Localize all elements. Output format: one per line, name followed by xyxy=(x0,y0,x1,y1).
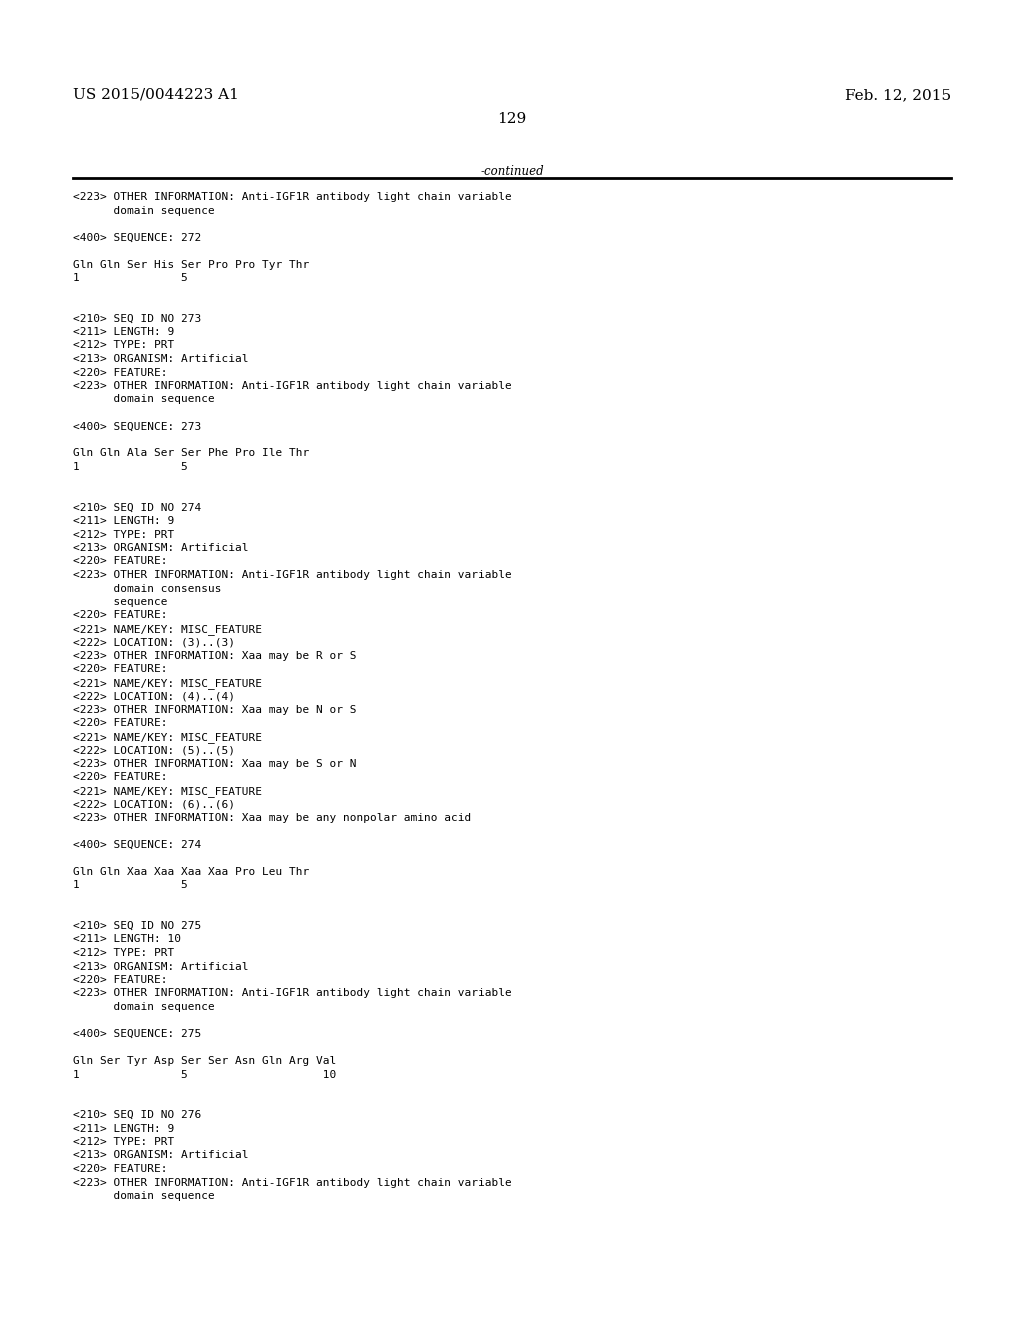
Text: <223> OTHER INFORMATION: Xaa may be S or N: <223> OTHER INFORMATION: Xaa may be S or… xyxy=(73,759,356,770)
Text: <223> OTHER INFORMATION: Anti-IGF1R antibody light chain variable: <223> OTHER INFORMATION: Anti-IGF1R anti… xyxy=(73,1177,512,1188)
Text: <223> OTHER INFORMATION: Anti-IGF1R antibody light chain variable: <223> OTHER INFORMATION: Anti-IGF1R anti… xyxy=(73,191,512,202)
Text: domain sequence: domain sequence xyxy=(73,395,215,404)
Text: <223> OTHER INFORMATION: Xaa may be R or S: <223> OTHER INFORMATION: Xaa may be R or… xyxy=(73,651,356,661)
Text: Gln Gln Ser His Ser Pro Pro Tyr Thr: Gln Gln Ser His Ser Pro Pro Tyr Thr xyxy=(73,260,309,269)
Text: <210> SEQ ID NO 274: <210> SEQ ID NO 274 xyxy=(73,503,202,512)
Text: <221> NAME/KEY: MISC_FEATURE: <221> NAME/KEY: MISC_FEATURE xyxy=(73,733,262,743)
Text: <220> FEATURE:: <220> FEATURE: xyxy=(73,367,168,378)
Text: <223> OTHER INFORMATION: Anti-IGF1R antibody light chain variable: <223> OTHER INFORMATION: Anti-IGF1R anti… xyxy=(73,570,512,579)
Text: <213> ORGANISM: Artificial: <213> ORGANISM: Artificial xyxy=(73,1151,249,1160)
Text: domain consensus: domain consensus xyxy=(73,583,221,594)
Text: Gln Ser Tyr Asp Ser Ser Asn Gln Arg Val: Gln Ser Tyr Asp Ser Ser Asn Gln Arg Val xyxy=(73,1056,336,1067)
Text: <223> OTHER INFORMATION: Anti-IGF1R antibody light chain variable: <223> OTHER INFORMATION: Anti-IGF1R anti… xyxy=(73,381,512,391)
Text: sequence: sequence xyxy=(73,597,168,607)
Text: domain sequence: domain sequence xyxy=(73,1191,215,1201)
Text: <221> NAME/KEY: MISC_FEATURE: <221> NAME/KEY: MISC_FEATURE xyxy=(73,785,262,797)
Text: <221> NAME/KEY: MISC_FEATURE: <221> NAME/KEY: MISC_FEATURE xyxy=(73,624,262,635)
Text: 1               5                    10: 1 5 10 xyxy=(73,1069,336,1080)
Text: <223> OTHER INFORMATION: Xaa may be any nonpolar amino acid: <223> OTHER INFORMATION: Xaa may be any … xyxy=(73,813,471,822)
Text: <213> ORGANISM: Artificial: <213> ORGANISM: Artificial xyxy=(73,354,249,364)
Text: <220> FEATURE:: <220> FEATURE: xyxy=(73,718,168,729)
Text: <222> LOCATION: (3)..(3): <222> LOCATION: (3)..(3) xyxy=(73,638,234,648)
Text: Gln Gln Ala Ser Ser Phe Pro Ile Thr: Gln Gln Ala Ser Ser Phe Pro Ile Thr xyxy=(73,449,309,458)
Text: <222> LOCATION: (4)..(4): <222> LOCATION: (4)..(4) xyxy=(73,692,234,701)
Text: <213> ORGANISM: Artificial: <213> ORGANISM: Artificial xyxy=(73,961,249,972)
Text: <220> FEATURE:: <220> FEATURE: xyxy=(73,557,168,566)
Text: <210> SEQ ID NO 275: <210> SEQ ID NO 275 xyxy=(73,921,202,931)
Text: <221> NAME/KEY: MISC_FEATURE: <221> NAME/KEY: MISC_FEATURE xyxy=(73,678,262,689)
Text: -continued: -continued xyxy=(480,165,544,178)
Text: <210> SEQ ID NO 276: <210> SEQ ID NO 276 xyxy=(73,1110,202,1119)
Text: domain sequence: domain sequence xyxy=(73,1002,215,1012)
Text: <211> LENGTH: 10: <211> LENGTH: 10 xyxy=(73,935,181,945)
Text: <400> SEQUENCE: 275: <400> SEQUENCE: 275 xyxy=(73,1030,202,1039)
Text: <211> LENGTH: 9: <211> LENGTH: 9 xyxy=(73,1123,174,1134)
Text: 1               5: 1 5 xyxy=(73,273,187,282)
Text: 129: 129 xyxy=(498,112,526,125)
Text: Gln Gln Xaa Xaa Xaa Xaa Pro Leu Thr: Gln Gln Xaa Xaa Xaa Xaa Pro Leu Thr xyxy=(73,867,309,876)
Text: <212> TYPE: PRT: <212> TYPE: PRT xyxy=(73,529,174,540)
Text: <222> LOCATION: (6)..(6): <222> LOCATION: (6)..(6) xyxy=(73,800,234,809)
Text: <213> ORGANISM: Artificial: <213> ORGANISM: Artificial xyxy=(73,543,249,553)
Text: 1               5: 1 5 xyxy=(73,880,187,891)
Text: <211> LENGTH: 9: <211> LENGTH: 9 xyxy=(73,327,174,337)
Text: <210> SEQ ID NO 273: <210> SEQ ID NO 273 xyxy=(73,314,202,323)
Text: <220> FEATURE:: <220> FEATURE: xyxy=(73,772,168,783)
Text: <220> FEATURE:: <220> FEATURE: xyxy=(73,975,168,985)
Text: <223> OTHER INFORMATION: Anti-IGF1R antibody light chain variable: <223> OTHER INFORMATION: Anti-IGF1R anti… xyxy=(73,989,512,998)
Text: domain sequence: domain sequence xyxy=(73,206,215,215)
Text: US 2015/0044223 A1: US 2015/0044223 A1 xyxy=(73,88,239,102)
Text: <211> LENGTH: 9: <211> LENGTH: 9 xyxy=(73,516,174,525)
Text: <400> SEQUENCE: 274: <400> SEQUENCE: 274 xyxy=(73,840,202,850)
Text: <400> SEQUENCE: 273: <400> SEQUENCE: 273 xyxy=(73,421,202,432)
Text: Feb. 12, 2015: Feb. 12, 2015 xyxy=(845,88,951,102)
Text: <223> OTHER INFORMATION: Xaa may be N or S: <223> OTHER INFORMATION: Xaa may be N or… xyxy=(73,705,356,715)
Text: <212> TYPE: PRT: <212> TYPE: PRT xyxy=(73,1137,174,1147)
Text: <220> FEATURE:: <220> FEATURE: xyxy=(73,610,168,620)
Text: <400> SEQUENCE: 272: <400> SEQUENCE: 272 xyxy=(73,232,202,243)
Text: <220> FEATURE:: <220> FEATURE: xyxy=(73,664,168,675)
Text: <212> TYPE: PRT: <212> TYPE: PRT xyxy=(73,948,174,958)
Text: <222> LOCATION: (5)..(5): <222> LOCATION: (5)..(5) xyxy=(73,746,234,755)
Text: <220> FEATURE:: <220> FEATURE: xyxy=(73,1164,168,1173)
Text: 1               5: 1 5 xyxy=(73,462,187,473)
Text: <212> TYPE: PRT: <212> TYPE: PRT xyxy=(73,341,174,351)
